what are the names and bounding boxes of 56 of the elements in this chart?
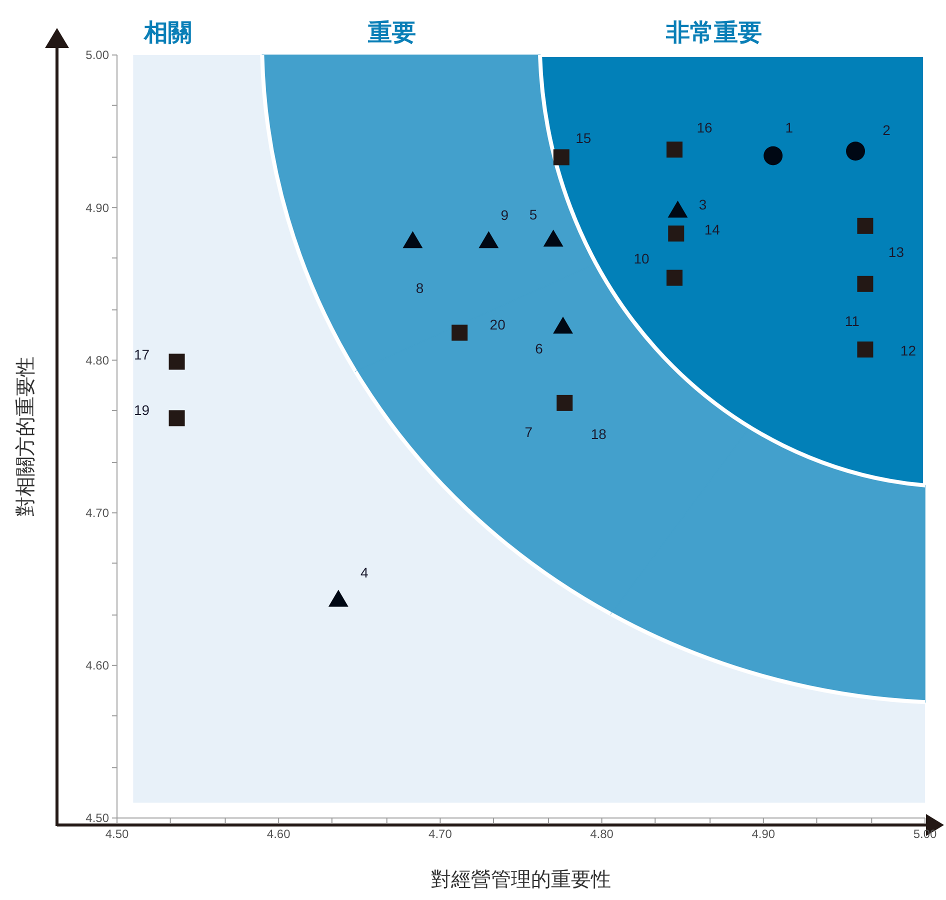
point <box>478 231 499 248</box>
point <box>857 218 874 234</box>
point <box>666 142 683 158</box>
point <box>553 149 570 166</box>
y-tick-label: 4.70 <box>86 506 110 520</box>
annotation: 2 <box>882 122 891 138</box>
annotation: 17 <box>134 346 150 363</box>
x-tick-label: 5.00 <box>913 827 937 841</box>
point <box>668 200 688 218</box>
annotation: 13 <box>888 244 904 260</box>
point <box>168 354 185 370</box>
annotation: 9 <box>500 207 509 224</box>
x-tick-label: 4.90 <box>752 827 776 841</box>
annotation: 3 <box>698 196 707 213</box>
annotation: 12 <box>900 342 916 358</box>
point <box>668 226 684 242</box>
annotation: 15 <box>576 130 592 146</box>
annotation: 19 <box>134 402 150 418</box>
annotation: 16 <box>696 120 713 136</box>
annotation: 6 <box>535 340 544 357</box>
text: 非常重要 <box>665 19 762 46</box>
annotation: 18 <box>590 426 607 442</box>
point <box>553 316 574 334</box>
annotation: 20 <box>490 316 506 333</box>
point <box>764 146 783 166</box>
annotation: 1 <box>785 120 794 136</box>
annotation: 4 <box>360 564 368 581</box>
y-tick-label: 4.80 <box>86 353 110 368</box>
x-tick-label: 4.50 <box>105 827 129 841</box>
text: 相關 <box>143 19 192 46</box>
point <box>452 324 468 341</box>
y-tick-label: 4.60 <box>86 658 110 673</box>
y-tick-label: 4.90 <box>86 200 110 215</box>
annotation: 5 <box>529 206 538 223</box>
x-tick-label: 4.70 <box>428 827 452 841</box>
point <box>857 276 874 292</box>
text: 重要 <box>367 19 416 46</box>
x-tick-label: 4.60 <box>266 827 291 841</box>
point <box>846 142 866 161</box>
x-tick-label: 4.80 <box>590 827 614 841</box>
point <box>328 590 348 607</box>
point <box>543 230 564 247</box>
x-axis-title: 對經營管理的重要性 <box>431 869 611 891</box>
point <box>857 342 874 358</box>
y-axis-title: 對相關方的重要性 <box>14 356 37 516</box>
point <box>556 394 573 411</box>
annotation: 11 <box>844 312 860 329</box>
annotation: 10 <box>634 250 650 267</box>
annotation: 7 <box>524 424 533 440</box>
point <box>402 231 423 248</box>
y-tick-label: 5.00 <box>86 48 110 62</box>
y-tick-label: 4.50 <box>86 811 110 826</box>
point <box>168 410 185 426</box>
annotation: 14 <box>704 221 720 238</box>
point <box>666 270 683 286</box>
annotation: 8 <box>416 280 424 296</box>
